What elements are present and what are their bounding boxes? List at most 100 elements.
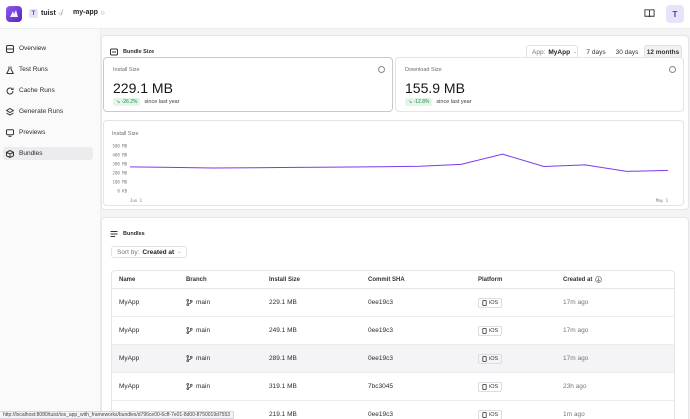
bundles-header: Bundles — [110, 230, 145, 238]
table-row[interactable]: MyApp main 289.1 MB 0ee19c3 iOS 17m ago — [112, 345, 674, 373]
row-name: MyApp — [119, 383, 140, 390]
breadcrumb-separator: / — [61, 8, 64, 17]
chevron-updown-icon: ◇ — [100, 9, 105, 16]
row-branch: main — [186, 327, 269, 334]
row-install-size: 289.1 MB — [269, 355, 297, 362]
install-size-line — [129, 153, 669, 172]
column-created-at[interactable]: Created at — [563, 276, 663, 283]
y-tick-label: 500 MB — [113, 144, 128, 149]
git-branch-icon — [186, 327, 193, 334]
sort-by-label: Sort by: — [117, 248, 140, 256]
phone-icon — [482, 355, 487, 362]
book-icon[interactable] — [644, 8, 655, 19]
sidebar-item-cache-runs[interactable]: Cache Runs — [3, 84, 93, 97]
tuist-logo[interactable] — [6, 6, 22, 22]
phone-icon — [482, 299, 487, 306]
delta-caption: since last year — [144, 99, 180, 105]
range-30-days[interactable]: 30 days — [615, 48, 639, 56]
row-install-size: 249.1 MB — [269, 327, 297, 334]
install-size-delta: ↘ -26.2% since last year — [113, 98, 180, 106]
column-commit-sha[interactable]: Commit SHA — [368, 276, 405, 283]
table-row[interactable]: MyApp main 319.1 MB 7bc3045 iOS 23h ago — [112, 373, 674, 401]
row-branch: main — [186, 383, 269, 390]
platform-label: iOS — [489, 355, 499, 362]
row-platform: iOS — [478, 409, 563, 419]
flask-icon — [6, 66, 14, 74]
x-tick-label: Jun 1 — [130, 198, 143, 203]
sidebar-item-label: Bundles — [19, 150, 43, 157]
install-size-value: 229.1 MB — [113, 80, 173, 96]
table-row[interactable]: MyApp main 229.1 MB 0ee19c3 iOS 17m ago — [112, 289, 674, 317]
install-size-chart-card — [103, 120, 684, 206]
install-size-card[interactable]: Install Size 229.1 MB ↘ -26.2% since las… — [103, 57, 393, 112]
y-tick-label: 200 MB — [113, 171, 128, 176]
row-branch-label: main — [196, 355, 211, 362]
sidebar-item-bundles[interactable]: Bundles — [3, 147, 93, 160]
row-install-size: 229.1 MB — [269, 299, 297, 306]
sidebar-item-label: Overview — [19, 45, 47, 52]
column-branch[interactable]: Branch — [186, 276, 207, 283]
bundles-title: Bundles — [123, 231, 145, 237]
y-tick-label: 0 KB — [117, 189, 127, 194]
row-created-at: 17m ago — [563, 327, 589, 334]
status-bar-url: http://localhost:8080/tuist/ios_app_with… — [0, 411, 235, 419]
download-size-card[interactable]: Download Size 155.9 MB ↘ -12.8% since la… — [395, 57, 684, 112]
git-branch-icon — [186, 355, 193, 362]
list-icon — [110, 231, 118, 237]
info-icon[interactable] — [378, 66, 385, 73]
row-branch-label: main — [196, 299, 211, 306]
phone-icon — [482, 411, 487, 418]
row-commit-sha: 0ee19c3 — [368, 355, 393, 362]
table-header: Name Branch Install Size Commit SHA Plat… — [112, 271, 674, 289]
row-platform: iOS — [478, 353, 563, 364]
sidebar-item-previews[interactable]: Previews — [3, 126, 93, 139]
git-branch-icon — [186, 383, 193, 390]
platform-label: iOS — [489, 411, 499, 418]
chart-title: Install Size — [112, 131, 139, 137]
row-commit-sha: 0ee19c3 — [368, 327, 393, 334]
sidebar-item-generate-runs[interactable]: Generate Runs — [3, 105, 93, 118]
app-select-label: App: — [532, 48, 546, 56]
row-branch-label: main — [196, 383, 211, 390]
bundles-table: Name Branch Install Size Commit SHA Plat… — [111, 270, 675, 419]
git-branch-icon — [186, 299, 193, 306]
sort-by-select[interactable]: Sort by: Created at ⌄ — [111, 246, 188, 258]
chevron-down-icon: ⌄ — [573, 49, 578, 55]
sidebar-item-label: Previews — [19, 129, 46, 136]
phone-icon — [482, 327, 487, 334]
user-avatar[interactable]: T — [666, 5, 684, 23]
project-selector[interactable]: my-app ◇ — [73, 9, 105, 16]
download-size-delta: ↘ -12.8% since last year — [405, 98, 472, 106]
platform-label: iOS — [489, 327, 499, 334]
row-created-at: 23h ago — [563, 383, 587, 390]
table-row[interactable]: MyApp main 249.1 MB 0ee19c3 iOS 17m ago — [112, 317, 674, 345]
sidebar-item-label: Generate Runs — [19, 108, 64, 115]
row-name: MyApp — [119, 327, 140, 334]
org-badge: T — [29, 9, 38, 18]
row-name: MyApp — [119, 299, 140, 306]
info-icon[interactable] — [669, 66, 676, 73]
column-name[interactable]: Name — [119, 276, 136, 283]
range-7-days[interactable]: 7 days — [586, 48, 606, 56]
delta-badge: ↘ -12.8% — [405, 98, 433, 106]
column-platform[interactable]: Platform — [478, 276, 503, 283]
row-platform: iOS — [478, 325, 563, 336]
org-selector[interactable]: T tuist ◇ — [29, 9, 63, 18]
refresh-icon — [6, 87, 14, 94]
row-platform: iOS — [478, 381, 563, 392]
org-name: tuist — [41, 10, 56, 17]
sidebar-item-overview[interactable]: Overview — [3, 42, 93, 55]
y-tick-label: 100 MB — [113, 180, 128, 185]
download-size-value: 155.9 MB — [405, 80, 465, 96]
sidebar: Overview Test Runs Cache Runs Generate R… — [0, 29, 100, 419]
delta-caption: since last year — [436, 99, 472, 105]
column-install-size[interactable]: Install Size — [269, 276, 301, 283]
sort-arrow-icon[interactable] — [595, 276, 603, 283]
row-branch: main — [186, 299, 269, 306]
sidebar-item-test-runs[interactable]: Test Runs — [3, 63, 93, 76]
table-body: MyApp main 229.1 MB 0ee19c3 iOS 17m ago MyApp m… — [112, 289, 674, 419]
gauge-icon — [110, 48, 118, 56]
delta-badge: ↘ -26.2% — [113, 98, 141, 106]
sort-by-value: Created at — [142, 248, 175, 256]
sidebar-item-label: Test Runs — [19, 66, 48, 73]
